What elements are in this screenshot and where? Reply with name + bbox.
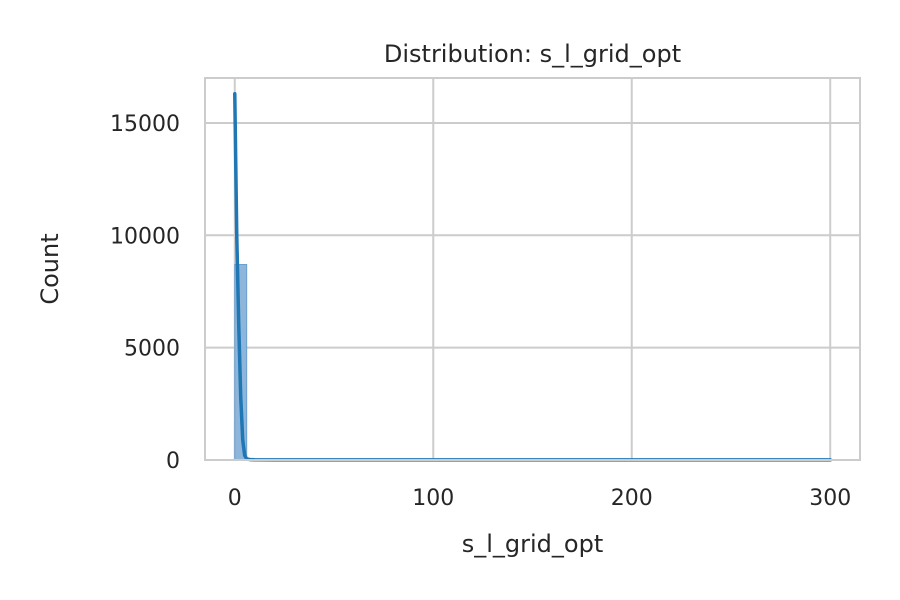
y-tick-label: 0 [166,449,180,474]
y-axis-label: Count [36,233,64,304]
y-tick-labels: 0 5000 10000 15000 [110,112,180,474]
x-tick-label: 0 [228,486,242,511]
x-tick-labels: 0 100 200 300 [228,486,851,511]
y-tick-label: 15000 [110,112,180,137]
bar-layer [234,264,831,462]
x-tick-label: 100 [412,486,454,511]
x-tick-label: 200 [611,486,653,511]
axes-frame [204,77,861,461]
y-tick-label: 5000 [124,337,180,362]
grid-layer [205,78,860,461]
x-tick-label: 300 [809,486,851,511]
y-tick-label: 10000 [110,224,180,249]
kde-line [233,91,832,462]
kde-layer [233,91,832,462]
x-axis-label: s_l_grid_opt [462,530,604,558]
chart-title: Distribution: s_l_grid_opt [384,40,681,68]
